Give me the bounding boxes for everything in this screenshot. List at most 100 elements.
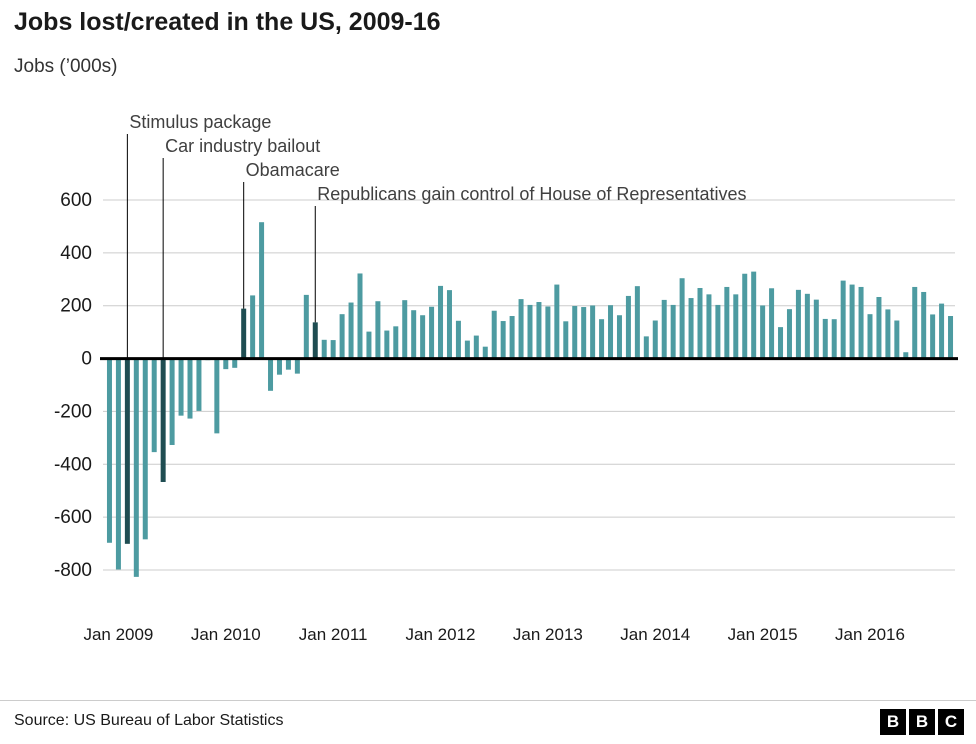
bar xyxy=(223,358,229,370)
x-tick-label: Jan 2014 xyxy=(620,625,690,644)
annotation-label: Obamacare xyxy=(246,160,340,180)
bar xyxy=(625,295,631,359)
bar xyxy=(778,327,784,359)
bar xyxy=(196,358,202,411)
bar xyxy=(769,288,775,359)
bbc-logo: B B C xyxy=(880,709,964,735)
annotation-label: Car industry bailout xyxy=(165,136,320,156)
bar xyxy=(885,309,891,359)
bar xyxy=(760,305,766,359)
bar xyxy=(420,315,426,359)
bar xyxy=(375,301,381,359)
bbc-logo-block-c: C xyxy=(938,709,964,735)
bar xyxy=(232,358,238,368)
bar xyxy=(285,358,291,370)
bar xyxy=(858,286,864,359)
bar xyxy=(455,320,461,359)
bar xyxy=(348,302,354,359)
bar xyxy=(652,320,658,359)
bar xyxy=(706,294,712,359)
bar xyxy=(804,293,810,359)
bar xyxy=(491,310,497,359)
bar xyxy=(599,319,605,359)
bar xyxy=(724,286,730,359)
bar xyxy=(536,302,542,359)
x-tick-label: Jan 2012 xyxy=(406,625,476,644)
bar xyxy=(187,358,193,419)
bar xyxy=(608,305,614,359)
bar xyxy=(402,300,408,359)
bar xyxy=(303,294,309,359)
bar xyxy=(715,304,721,359)
y-tick-label: 200 xyxy=(60,296,92,317)
bar xyxy=(786,309,792,359)
bar xyxy=(831,319,837,359)
bar xyxy=(822,318,828,359)
bar xyxy=(500,321,506,359)
bbc-logo-block-b2: B xyxy=(909,709,935,735)
y-tick-label: 0 xyxy=(81,349,92,370)
bar xyxy=(160,358,166,482)
bar xyxy=(509,316,515,359)
bar xyxy=(616,315,622,359)
y-tick-label: 600 xyxy=(60,190,92,211)
bbc-logo-block-b1: B xyxy=(880,709,906,735)
bar xyxy=(259,222,265,359)
bar xyxy=(115,358,121,570)
bar xyxy=(357,273,363,359)
y-tick-label: -400 xyxy=(54,454,92,475)
bar xyxy=(840,280,846,359)
bar xyxy=(241,308,247,359)
bar xyxy=(903,352,909,359)
bar xyxy=(393,326,399,359)
bar xyxy=(554,284,560,359)
bar xyxy=(795,289,801,359)
bar xyxy=(572,305,578,359)
chart-footer: Source: US Bureau of Labor Statistics B … xyxy=(0,700,976,744)
bar xyxy=(670,304,676,359)
x-tick-label: Jan 2009 xyxy=(83,625,153,644)
annotation-label: Republicans gain control of House of Rep… xyxy=(317,184,746,204)
bar xyxy=(438,285,444,359)
y-tick-label: -200 xyxy=(54,401,92,422)
bar xyxy=(411,310,417,359)
bar xyxy=(133,358,139,577)
bar xyxy=(697,288,703,359)
bar xyxy=(581,307,587,359)
x-tick-label: Jan 2015 xyxy=(728,625,798,644)
bar xyxy=(948,316,954,359)
source-attribution: Source: US Bureau of Labor Statistics xyxy=(14,712,284,729)
bar xyxy=(733,294,739,359)
bar xyxy=(930,314,936,359)
bar xyxy=(634,286,640,359)
bar xyxy=(751,271,757,359)
page-title: Jobs lost/created in the US, 2009-16 xyxy=(14,8,441,36)
bar xyxy=(679,278,685,359)
bar xyxy=(939,303,945,359)
bar xyxy=(151,358,157,453)
bar xyxy=(106,358,112,543)
jobs-bar-chart: 600 400 200 0 -200 -400 -600 -800 Jan 2009 Jan 20… xyxy=(54,112,958,644)
y-tick-label: 400 xyxy=(60,243,92,264)
x-tick-label: Jan 2011 xyxy=(299,625,368,644)
bar xyxy=(339,314,345,359)
bar xyxy=(545,306,551,359)
bar xyxy=(688,298,694,359)
bar xyxy=(124,358,130,544)
bar xyxy=(142,358,148,540)
bar xyxy=(813,299,819,359)
bar xyxy=(590,305,596,359)
bar xyxy=(446,290,452,359)
bar xyxy=(330,340,336,359)
bar xyxy=(214,358,220,434)
bar xyxy=(366,331,372,359)
y-tick-label: -800 xyxy=(54,560,92,581)
bar xyxy=(849,284,855,359)
bar xyxy=(268,358,274,391)
bar xyxy=(473,335,479,359)
bar xyxy=(429,306,435,359)
bar xyxy=(321,339,327,359)
bar xyxy=(312,322,318,359)
x-tick-label: Jan 2016 xyxy=(835,625,905,644)
